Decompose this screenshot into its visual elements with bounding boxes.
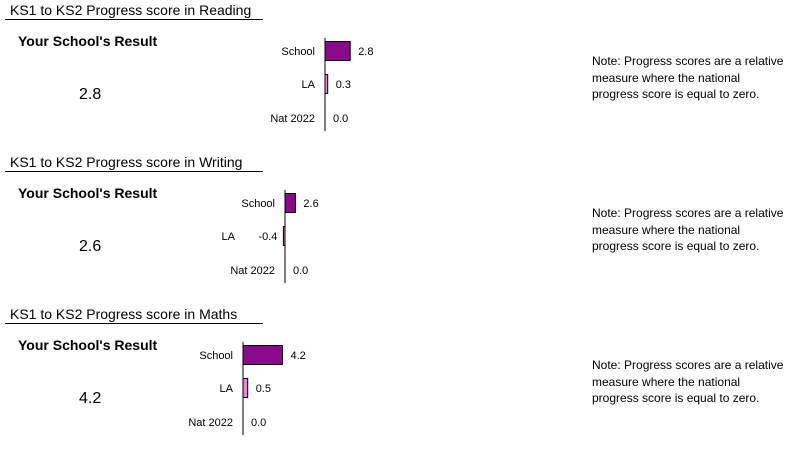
- result-label: Your School's Result: [18, 337, 158, 353]
- category-label-nat-2022: Nat 2022: [188, 417, 233, 429]
- section-title: KS1 to KS2 Progress score in Maths: [10, 306, 238, 322]
- value-label-nat-2022: 0.0: [333, 113, 348, 125]
- result-label: Your School's Result: [18, 185, 158, 201]
- value-label-la: -0.4: [258, 231, 277, 243]
- title-underline: [5, 19, 263, 20]
- bar-school: [284, 193, 296, 213]
- progress-chart: School 4.2 LA 0.5 Nat 2022 0.0: [188, 342, 306, 435]
- result-value: 2.6: [79, 238, 102, 255]
- title-underline: [5, 171, 263, 172]
- result-value: 2.8: [79, 86, 102, 103]
- category-label-nat-2022: Nat 2022: [230, 265, 275, 277]
- bar-la: [282, 226, 286, 246]
- note-text: Note: Progress scores are a relative mea…: [592, 358, 784, 405]
- value-label-nat-2022: 0.0: [251, 417, 266, 429]
- section-title: KS1 to KS2 Progress score in Reading: [10, 2, 252, 18]
- category-label-school: School: [281, 46, 315, 58]
- bar-school: [242, 345, 283, 365]
- value-label-school: 4.2: [290, 350, 305, 362]
- category-label-la: LA: [220, 383, 234, 395]
- value-label-la: 0.5: [256, 383, 271, 395]
- value-label-school: 2.6: [303, 198, 318, 210]
- value-label-nat-2022: 0.0: [293, 265, 308, 277]
- bar-la: [242, 378, 249, 398]
- progress-chart: School 2.6 LA -0.4 Nat 2022 0.0: [222, 190, 319, 283]
- section-title: KS1 to KS2 Progress score in Writing: [10, 154, 243, 170]
- category-label-la: LA: [222, 231, 236, 243]
- result-value: 4.2: [79, 390, 102, 407]
- bar-la: [324, 74, 329, 94]
- note-text: Note: Progress scores are a relative mea…: [592, 206, 784, 253]
- section-maths: KS1 to KS2 Progress score in Maths Your …: [0, 304, 791, 456]
- title-underline: [5, 323, 263, 324]
- bar-school: [324, 41, 351, 61]
- category-label-school: School: [241, 198, 275, 210]
- section-reading: KS1 to KS2 Progress score in Reading You…: [0, 0, 791, 152]
- note-text: Note: Progress scores are a relative mea…: [592, 54, 784, 101]
- category-label-nat-2022: Nat 2022: [270, 113, 315, 125]
- section-writing: KS1 to KS2 Progress score in Writing You…: [0, 152, 791, 304]
- category-label-la: LA: [302, 79, 316, 91]
- category-label-school: School: [199, 350, 233, 362]
- value-label-school: 2.8: [358, 46, 373, 58]
- value-label-la: 0.3: [336, 79, 351, 91]
- progress-chart: School 2.8 LA 0.3 Nat 2022 0.0: [270, 38, 373, 131]
- result-label: Your School's Result: [18, 33, 158, 49]
